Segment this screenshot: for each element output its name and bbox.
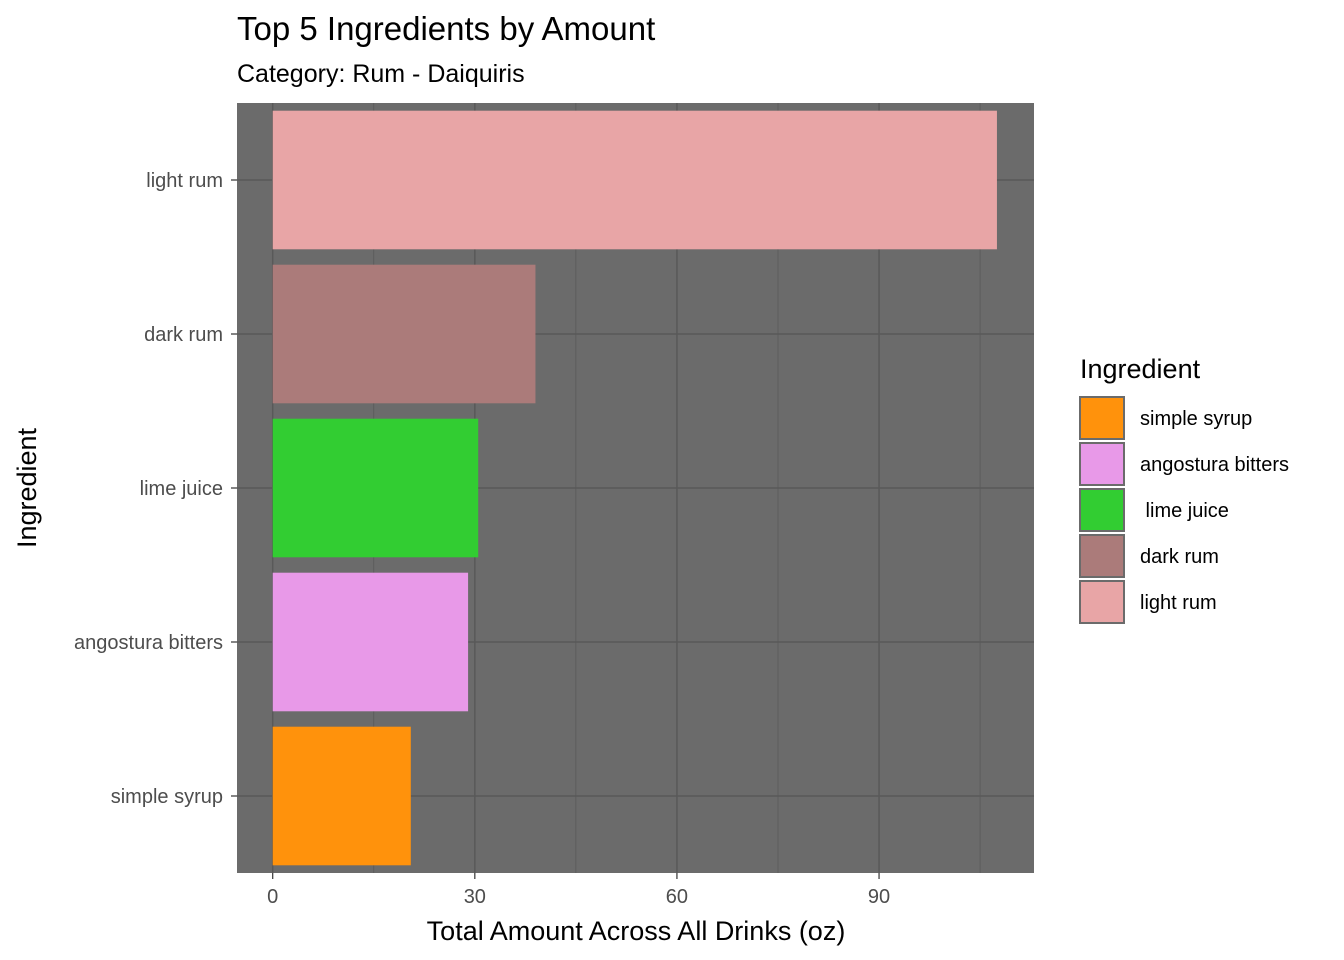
chart-subtitle: Category: Rum - Daiquiris bbox=[237, 60, 525, 88]
y-axis-title: Ingredient bbox=[12, 427, 42, 548]
bars bbox=[272, 110, 997, 866]
legend-title: Ingredient bbox=[1080, 354, 1201, 384]
legend-key bbox=[1079, 442, 1125, 486]
bar-light-rum bbox=[272, 110, 997, 250]
legend-label: dark rum bbox=[1140, 546, 1219, 568]
y-tick-label: lime juice bbox=[140, 478, 223, 500]
y-tick-label: angostura bitters bbox=[74, 632, 223, 654]
legend-key bbox=[1079, 488, 1125, 532]
bar-lime-juice bbox=[272, 418, 479, 558]
x-tick-label: 60 bbox=[666, 886, 688, 908]
x-tick-label: 30 bbox=[464, 886, 486, 908]
bar-angostura-bitters bbox=[272, 572, 469, 712]
x-tick-label: 0 bbox=[267, 886, 278, 908]
bar-dark-rum bbox=[272, 264, 536, 404]
legend: Ingredient simple syrup angostura bitters… bbox=[1079, 354, 1289, 624]
bar-simple-syrup bbox=[272, 726, 411, 866]
y-tick-label: simple syrup bbox=[111, 786, 223, 808]
x-axis: 0 30 60 90 bbox=[267, 873, 890, 908]
legend-label: angostura bitters bbox=[1140, 454, 1289, 476]
chart-title: Top 5 Ingredients by Amount bbox=[237, 10, 655, 47]
legend-key bbox=[1079, 580, 1125, 624]
y-axis: light rum dark rum lime juice angostura bit… bbox=[74, 170, 237, 808]
y-tick-label: dark rum bbox=[144, 324, 223, 346]
x-axis-title: Total Amount Across All Drinks (oz) bbox=[427, 916, 846, 946]
legend-key bbox=[1079, 534, 1125, 578]
legend-label: simple syrup bbox=[1140, 408, 1252, 430]
legend-key bbox=[1079, 396, 1125, 440]
legend-label: light rum bbox=[1140, 592, 1217, 614]
x-tick-label: 90 bbox=[868, 886, 890, 908]
y-tick-label: light rum bbox=[146, 170, 223, 192]
legend-label: lime juice bbox=[1140, 500, 1229, 522]
